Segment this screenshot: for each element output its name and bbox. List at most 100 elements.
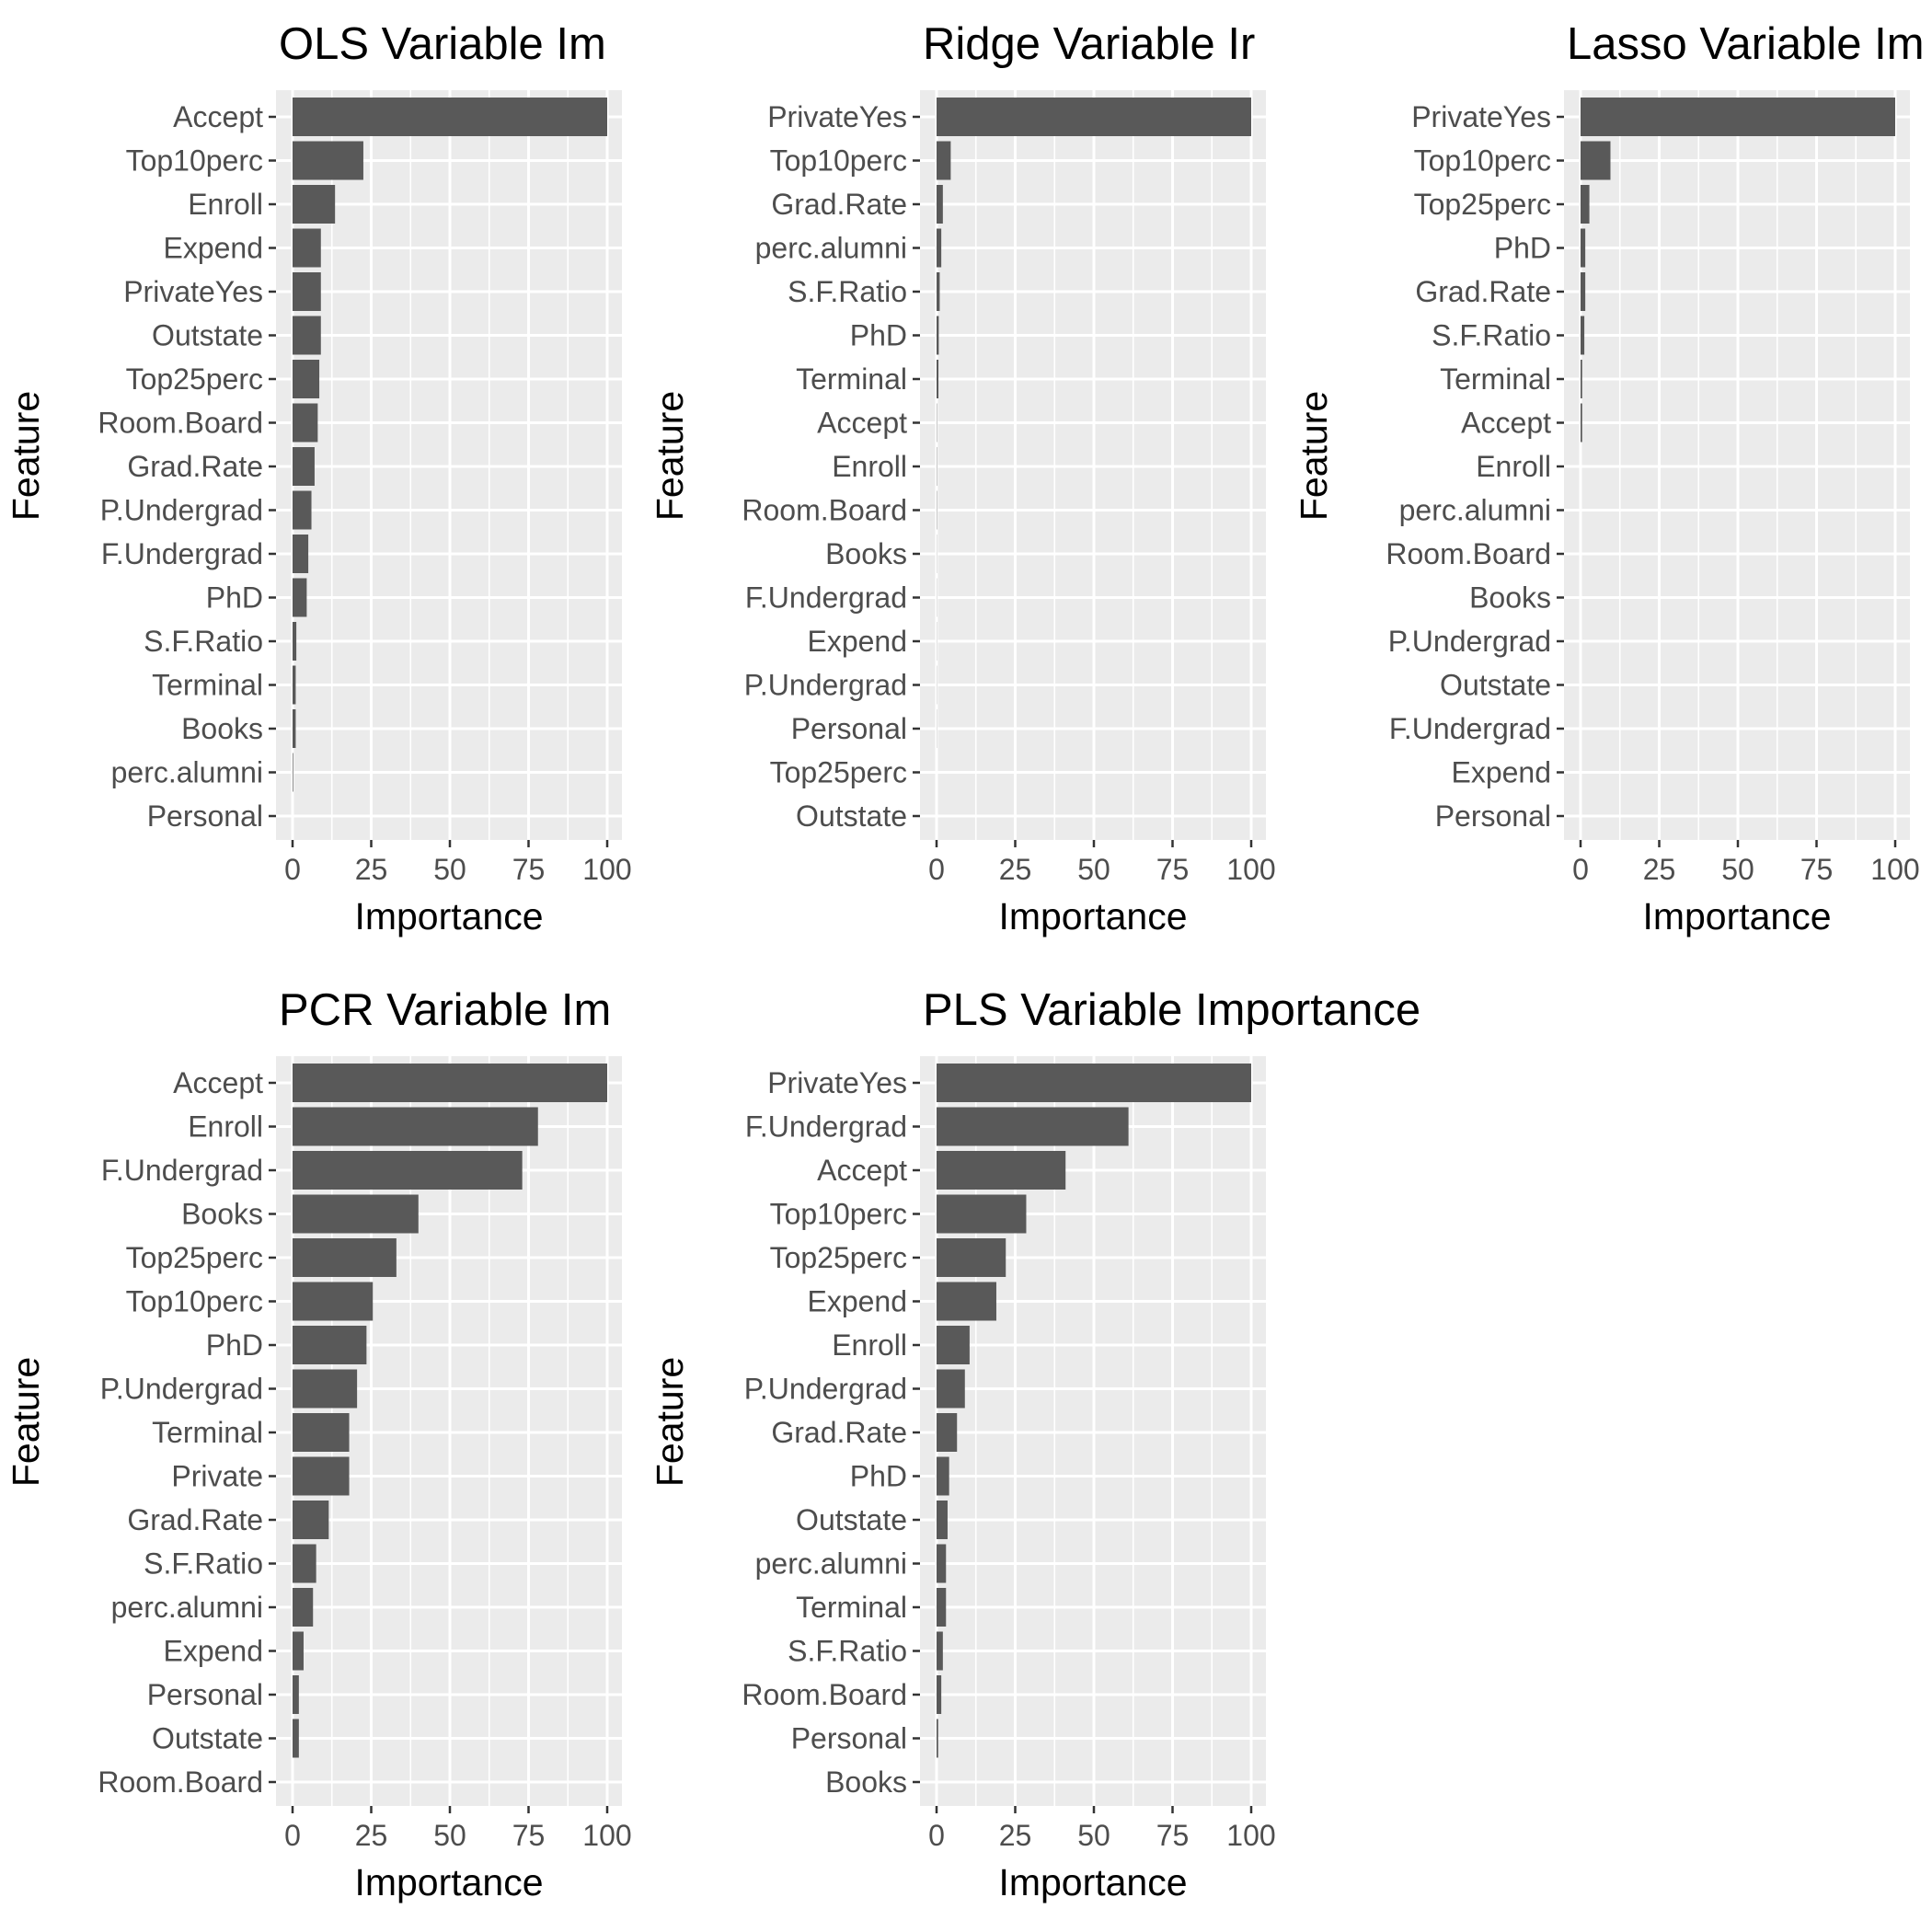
- pcr-chart: PCR Variable Im Accept Enroll F.Undergrad B…: [5, 985, 632, 1903]
- ridge-bar: [937, 360, 939, 398]
- lasso-x-axis-label: Importance: [1642, 895, 1831, 937]
- ols-bar: [293, 185, 336, 224]
- pcr-y-axis-label: Feature: [5, 1357, 47, 1487]
- lasso-y-tick-label: Terminal: [1440, 362, 1551, 396]
- lasso-y-tick-label: Top10perc: [1414, 144, 1551, 178]
- pcr-y-tick-label: Enroll: [188, 1110, 263, 1144]
- ols-y-tick-label: Enroll: [188, 188, 263, 221]
- ridge-y-tick-label: Expend: [807, 625, 907, 658]
- ols-bar: [293, 141, 363, 180]
- ols-y-tick-label: PrivateYes: [123, 275, 263, 308]
- ridge-y-tick-label: perc.alumni: [755, 232, 907, 265]
- pcr-y-tick-label: perc.alumni: [111, 1591, 263, 1624]
- pls-y-axis-label: Feature: [649, 1357, 691, 1487]
- pls-x-tick-label: 75: [1156, 1819, 1190, 1852]
- pls-bar: [937, 1369, 965, 1409]
- pcr-bar: [293, 1501, 329, 1539]
- lasso-bar: [1581, 360, 1582, 398]
- ridge-chart-title: Ridge Variable Ir: [923, 19, 1255, 69]
- pcr-y-tick-label: Expend: [163, 1635, 263, 1668]
- ols-x-tick-label: 75: [512, 853, 546, 886]
- pls-x-tick-label: 100: [1226, 1819, 1275, 1852]
- ridge-y-tick-label: PhD: [850, 319, 907, 352]
- pcr-x-tick-label: 0: [284, 1819, 301, 1852]
- lasso-x-tick-label: 50: [1721, 853, 1754, 886]
- ridge-y-tick-label: P.Undergrad: [744, 669, 907, 702]
- pcr-bar: [293, 1631, 304, 1671]
- pcr-x-tick-label: 100: [582, 1819, 631, 1852]
- ridge-x-tick-label: 0: [928, 853, 945, 886]
- ols-y-tick-label: S.F.Ratio: [144, 625, 263, 658]
- ols-x-tick-label: 0: [284, 853, 301, 886]
- pls-y-tick-label: S.F.Ratio: [788, 1635, 907, 1668]
- pls-bar: [937, 1631, 943, 1671]
- pls-chart: PLS Variable Importance PrivateYes F.Unde…: [649, 985, 1420, 1903]
- ridge-bar: [937, 316, 939, 355]
- ridge-bar: [937, 228, 942, 268]
- pcr-bar: [293, 1151, 523, 1190]
- lasso-x-tick-label: 75: [1800, 853, 1834, 886]
- ols-y-tick-label: Terminal: [152, 669, 263, 702]
- pls-y-tick-label: PrivateYes: [767, 1066, 907, 1099]
- pls-y-tick-label: PhD: [850, 1460, 907, 1493]
- ols-y-tick-label: Grad.Rate: [127, 450, 263, 483]
- ridge-y-tick-label: Enroll: [832, 450, 907, 483]
- ridge-y-tick-label: Outstate: [796, 799, 907, 833]
- pls-bar: [937, 1107, 1129, 1146]
- pls-chart-title: PLS Variable Importance: [923, 985, 1420, 1035]
- ols-bar: [293, 272, 321, 311]
- ols-bar: [293, 228, 321, 268]
- pcr-bar: [293, 1194, 419, 1234]
- pls-x-tick-label: 0: [928, 1819, 945, 1852]
- ridge-chart: Ridge Variable Ir PrivateYes Top10perc Gra…: [649, 19, 1276, 937]
- ridge-x-tick-label: 100: [1226, 853, 1275, 886]
- pls-bar: [937, 1719, 938, 1758]
- ridge-y-tick-label: Room.Board: [742, 494, 907, 527]
- pls-y-tick-label: Terminal: [796, 1591, 907, 1624]
- pcr-x-tick-label: 75: [512, 1819, 546, 1852]
- lasso-x-tick-label: 0: [1572, 853, 1589, 886]
- pls-y-tick-label: Accept: [817, 1154, 907, 1187]
- lasso-y-tick-label: PhD: [1494, 232, 1551, 265]
- ols-y-tick-label: Outstate: [152, 319, 263, 352]
- lasso-bar: [1581, 185, 1590, 224]
- pcr-y-tick-label: Personal: [147, 1678, 263, 1711]
- ols-chart-title: OLS Variable Im: [279, 19, 606, 69]
- pls-y-tick-label: Books: [825, 1765, 907, 1799]
- lasso-y-tick-label: perc.alumni: [1399, 494, 1551, 527]
- pls-bar: [937, 1675, 942, 1714]
- pcr-bar: [293, 1675, 299, 1714]
- ols-x-axis-label: Importance: [354, 895, 543, 937]
- pls-y-tick-label: Personal: [791, 1722, 907, 1755]
- pcr-y-tick-label: P.Undergrad: [100, 1373, 263, 1406]
- ridge-y-tick-label: F.Undergrad: [745, 581, 907, 615]
- ridge-y-tick-label: Personal: [791, 712, 907, 745]
- ridge-y-axis-label: Feature: [649, 391, 691, 521]
- pls-x-axis-label: Importance: [998, 1861, 1187, 1903]
- pcr-y-tick-label: Terminal: [152, 1416, 263, 1449]
- pcr-bar: [293, 1064, 607, 1102]
- pcr-bar: [293, 1326, 367, 1364]
- pls-x-tick-label: 25: [999, 1819, 1032, 1852]
- pcr-bar: [293, 1456, 350, 1496]
- ols-x-tick-label: 25: [355, 853, 388, 886]
- pls-bar: [937, 1413, 958, 1452]
- ols-x-tick-label: 50: [433, 853, 466, 886]
- lasso-chart-title: Lasso Variable Im: [1567, 19, 1925, 69]
- ols-bar: [293, 316, 321, 355]
- pcr-x-axis-label: Importance: [354, 1861, 543, 1903]
- lasso-y-tick-label: Outstate: [1440, 669, 1551, 702]
- pls-y-tick-label: Top25perc: [770, 1241, 907, 1274]
- pls-y-tick-label: Grad.Rate: [771, 1416, 907, 1449]
- pls-bar: [937, 1588, 947, 1627]
- ols-y-tick-label: Room.Board: [98, 407, 263, 440]
- pcr-bar: [293, 1544, 316, 1583]
- pls-bar: [937, 1282, 996, 1321]
- ols-bar: [293, 535, 309, 573]
- lasso-bar: [1581, 403, 1582, 443]
- pcr-y-tick-label: PhD: [206, 1328, 263, 1362]
- ridge-y-tick-label: Accept: [817, 407, 907, 440]
- pcr-bar: [293, 1282, 374, 1321]
- lasso-y-tick-label: Accept: [1461, 407, 1551, 440]
